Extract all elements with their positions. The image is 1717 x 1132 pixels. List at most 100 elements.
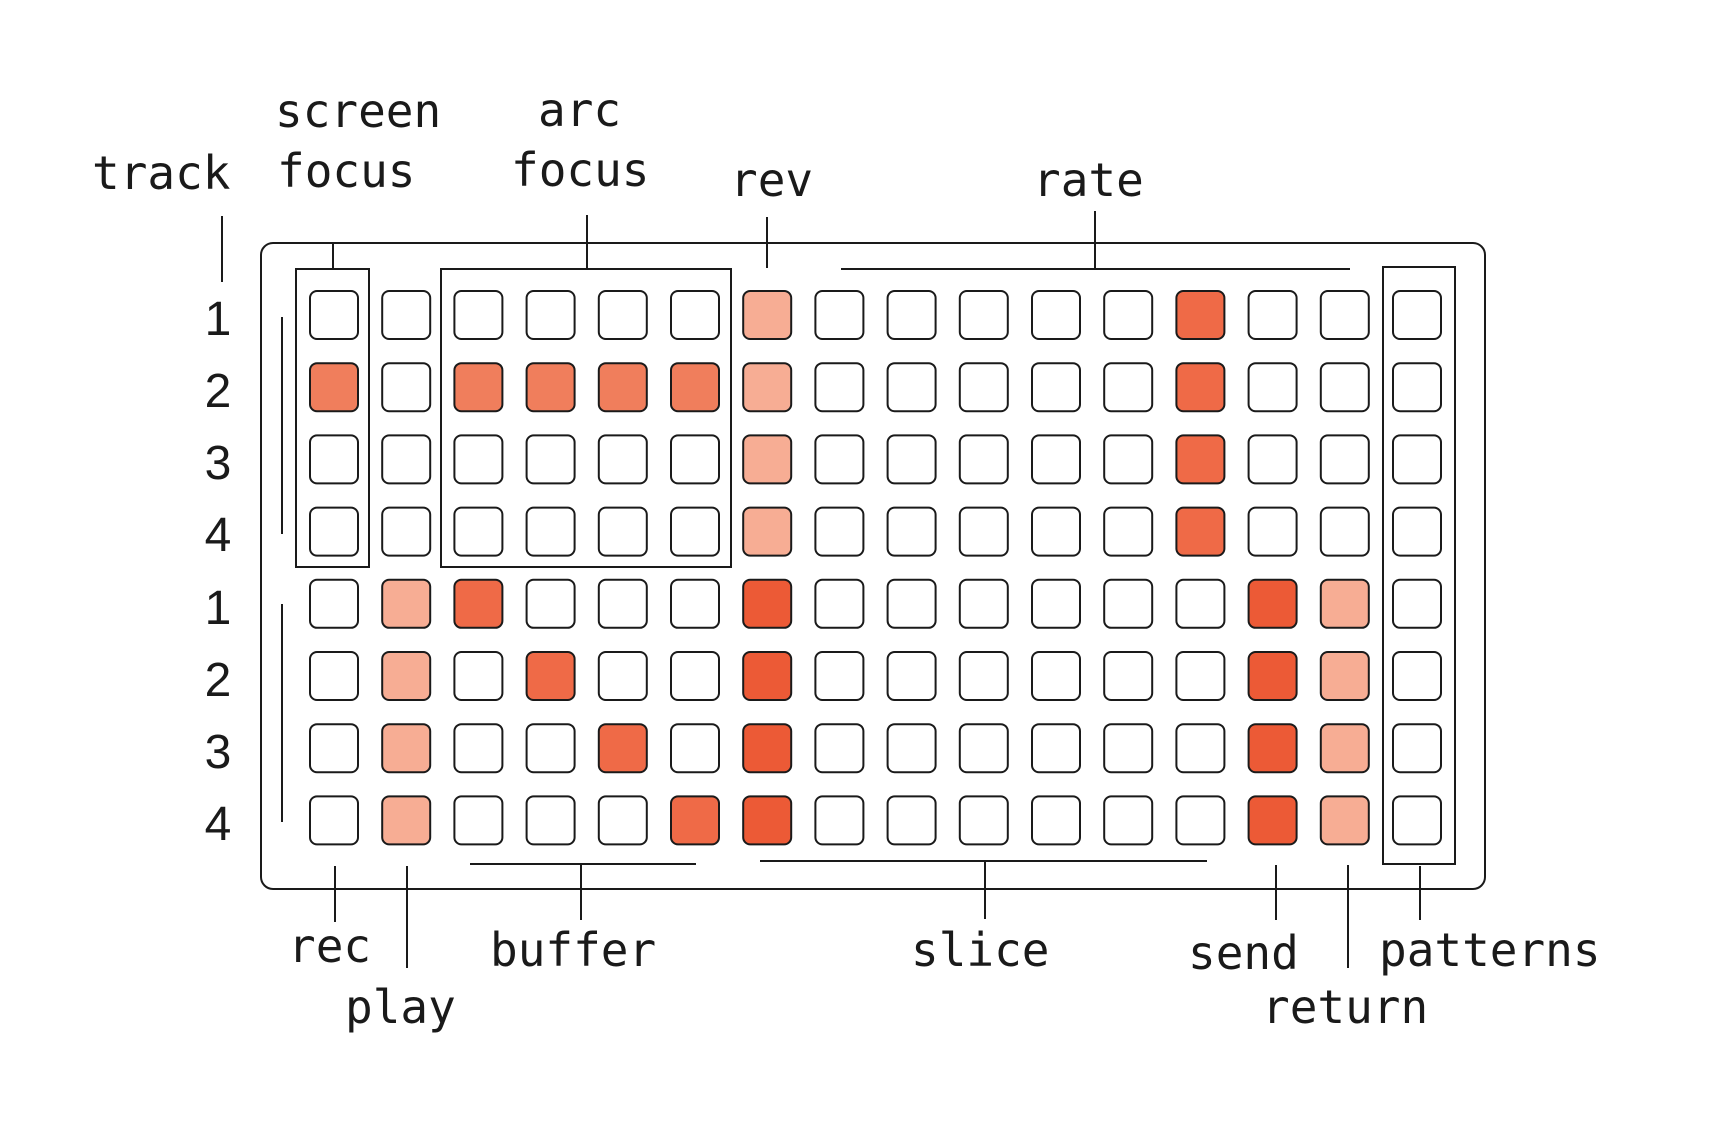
grid-key[interactable] xyxy=(958,290,1009,340)
grid-key[interactable] xyxy=(453,290,504,340)
grid-key[interactable] xyxy=(1175,578,1226,629)
grid-key[interactable] xyxy=(1103,578,1154,629)
grid-key[interactable] xyxy=(309,362,359,413)
grid-key[interactable] xyxy=(886,434,937,485)
grid-key[interactable] xyxy=(597,506,648,557)
grid-key[interactable] xyxy=(670,506,720,557)
grid-key[interactable] xyxy=(886,290,937,340)
grid-key[interactable] xyxy=(309,578,359,629)
grid-key[interactable] xyxy=(814,506,865,557)
grid-key[interactable] xyxy=(1392,290,1442,340)
grid-key[interactable] xyxy=(670,434,720,485)
grid-key[interactable] xyxy=(597,723,648,774)
grid-key[interactable] xyxy=(1319,795,1370,846)
grid-key[interactable] xyxy=(381,651,432,701)
grid-key[interactable] xyxy=(597,795,648,846)
grid-key[interactable] xyxy=(1175,434,1226,485)
grid-key[interactable] xyxy=(670,362,720,413)
grid-key[interactable] xyxy=(525,290,576,340)
grid-key[interactable] xyxy=(670,723,720,774)
grid-key[interactable] xyxy=(886,506,937,557)
grid-key[interactable] xyxy=(1103,795,1154,846)
grid-key[interactable] xyxy=(886,362,937,413)
grid-key[interactable] xyxy=(597,362,648,413)
grid-key[interactable] xyxy=(381,795,432,846)
grid-key[interactable] xyxy=(309,290,359,340)
grid-key[interactable] xyxy=(525,723,576,774)
grid-key[interactable] xyxy=(1392,795,1442,846)
grid-key[interactable] xyxy=(1103,723,1154,774)
grid-key[interactable] xyxy=(814,578,865,629)
grid-key[interactable] xyxy=(1319,362,1370,413)
grid-key[interactable] xyxy=(886,578,937,629)
grid-key[interactable] xyxy=(742,578,793,629)
grid-key[interactable] xyxy=(1247,506,1298,557)
grid-key[interactable] xyxy=(1031,795,1081,846)
grid-key[interactable] xyxy=(309,506,359,557)
grid-key[interactable] xyxy=(1031,578,1081,629)
grid-key[interactable] xyxy=(814,290,865,340)
grid-key[interactable] xyxy=(670,578,720,629)
grid-key[interactable] xyxy=(1175,506,1226,557)
grid-key[interactable] xyxy=(525,578,576,629)
grid-key[interactable] xyxy=(958,723,1009,774)
grid-key[interactable] xyxy=(1175,362,1226,413)
grid-key[interactable] xyxy=(1319,578,1370,629)
grid-key[interactable] xyxy=(1392,723,1442,774)
grid-key[interactable] xyxy=(1319,434,1370,485)
grid-key[interactable] xyxy=(1175,651,1226,701)
grid-key[interactable] xyxy=(453,578,504,629)
grid-key[interactable] xyxy=(381,362,432,413)
grid-key[interactable] xyxy=(886,795,937,846)
grid-key[interactable] xyxy=(742,290,793,340)
grid-key[interactable] xyxy=(742,434,793,485)
grid-key[interactable] xyxy=(525,506,576,557)
grid-key[interactable] xyxy=(670,290,720,340)
grid-key[interactable] xyxy=(453,651,504,701)
grid-key[interactable] xyxy=(381,578,432,629)
grid-key[interactable] xyxy=(1247,578,1298,629)
grid-key[interactable] xyxy=(1319,651,1370,701)
grid-key[interactable] xyxy=(381,434,432,485)
grid-key[interactable] xyxy=(886,723,937,774)
grid-key[interactable] xyxy=(814,651,865,701)
grid-key[interactable] xyxy=(597,578,648,629)
grid-key[interactable] xyxy=(1247,651,1298,701)
grid-key[interactable] xyxy=(1103,290,1154,340)
grid-key[interactable] xyxy=(1392,506,1442,557)
grid-key[interactable] xyxy=(525,795,576,846)
grid-key[interactable] xyxy=(1392,362,1442,413)
grid-key[interactable] xyxy=(381,290,432,340)
grid-key[interactable] xyxy=(1031,651,1081,701)
grid-key[interactable] xyxy=(381,723,432,774)
grid-key[interactable] xyxy=(453,362,504,413)
grid-key[interactable] xyxy=(309,795,359,846)
grid-key[interactable] xyxy=(1031,362,1081,413)
grid-key[interactable] xyxy=(597,290,648,340)
grid-key[interactable] xyxy=(670,651,720,701)
grid-key[interactable] xyxy=(1392,651,1442,701)
grid-key[interactable] xyxy=(742,651,793,701)
grid-key[interactable] xyxy=(958,795,1009,846)
grid-key[interactable] xyxy=(958,434,1009,485)
grid-key[interactable] xyxy=(958,578,1009,629)
grid-key[interactable] xyxy=(453,723,504,774)
grid-key[interactable] xyxy=(1247,795,1298,846)
grid-key[interactable] xyxy=(1247,362,1298,413)
grid-key[interactable] xyxy=(742,506,793,557)
grid-key[interactable] xyxy=(309,651,359,701)
grid-key[interactable] xyxy=(1175,795,1226,846)
grid-key[interactable] xyxy=(742,795,793,846)
grid-key[interactable] xyxy=(1103,362,1154,413)
grid-key[interactable] xyxy=(525,434,576,485)
grid-key[interactable] xyxy=(1175,723,1226,774)
grid-key[interactable] xyxy=(1247,290,1298,340)
grid-key[interactable] xyxy=(958,362,1009,413)
grid-key[interactable] xyxy=(525,362,576,413)
grid-key[interactable] xyxy=(381,506,432,557)
grid-key[interactable] xyxy=(597,651,648,701)
grid-key[interactable] xyxy=(1031,290,1081,340)
grid-key[interactable] xyxy=(814,795,865,846)
grid-key[interactable] xyxy=(1103,651,1154,701)
grid-key[interactable] xyxy=(453,506,504,557)
